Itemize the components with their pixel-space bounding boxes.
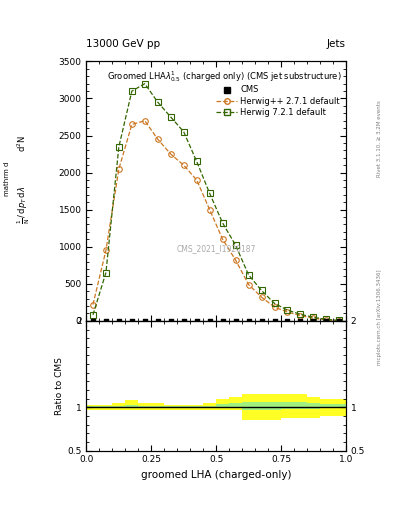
Text: Rivet 3.1.10, ≥ 3.2M events: Rivet 3.1.10, ≥ 3.2M events <box>377 100 382 177</box>
Point <box>181 316 187 325</box>
Point <box>310 316 317 325</box>
Point <box>271 316 277 325</box>
Text: Groomed LHA$\lambda^1_{0.5}$ (charged only) (CMS jet substructure): Groomed LHA$\lambda^1_{0.5}$ (charged on… <box>107 69 342 84</box>
Point <box>194 316 200 325</box>
Legend: CMS, Herwig++ 2.7.1 default, Herwig 7.2.1 default: CMS, Herwig++ 2.7.1 default, Herwig 7.2.… <box>215 84 342 118</box>
Text: mathrm d: mathrm d <box>4 162 10 197</box>
Point <box>323 316 330 325</box>
Y-axis label: Ratio to CMS: Ratio to CMS <box>55 357 64 415</box>
Point <box>103 316 109 325</box>
Point <box>155 316 161 325</box>
Point <box>129 316 135 325</box>
X-axis label: groomed LHA (charged-only): groomed LHA (charged-only) <box>141 470 291 480</box>
Text: $\frac{1}{\mathrm{N}}\,/\,\mathrm{d}p_T\,\mathrm{d}\lambda$: $\frac{1}{\mathrm{N}}\,/\,\mathrm{d}p_T\… <box>16 186 32 224</box>
Point <box>219 316 226 325</box>
Text: CMS_2021_I1920187: CMS_2021_I1920187 <box>176 244 256 253</box>
Text: $\mathrm{d}^2\mathrm{N}$: $\mathrm{d}^2\mathrm{N}$ <box>16 135 28 152</box>
Point <box>297 316 303 325</box>
Point <box>259 316 265 325</box>
Point <box>141 316 148 325</box>
Point <box>245 316 252 325</box>
Point <box>116 316 122 325</box>
Point <box>285 316 291 325</box>
Text: 13000 GeV pp: 13000 GeV pp <box>86 38 161 49</box>
Point <box>233 316 239 325</box>
Point <box>336 316 343 325</box>
Point <box>168 316 174 325</box>
Point <box>90 316 96 325</box>
Text: Jets: Jets <box>327 38 346 49</box>
Point <box>207 316 213 325</box>
Text: mcplots.cern.ch [arXiv:1306.3436]: mcplots.cern.ch [arXiv:1306.3436] <box>377 270 382 365</box>
